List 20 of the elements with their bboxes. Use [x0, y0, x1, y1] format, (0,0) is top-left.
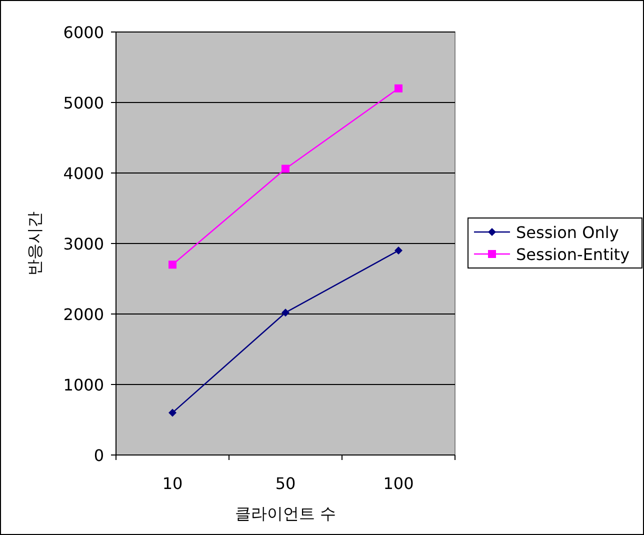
y-tick-label: 1000	[63, 376, 104, 394]
point	[394, 246, 402, 255]
y-tick-label: 3000	[63, 234, 104, 254]
point	[168, 408, 176, 417]
y-tick-label: 6000	[63, 23, 104, 42]
x-tick-label: 10	[162, 474, 183, 493]
x-axis-title: 클라이언트 수	[234, 504, 336, 523]
y-tick-label: 5000	[63, 94, 104, 112]
point	[168, 260, 176, 269]
y-axis-title: 반응시간	[25, 212, 44, 276]
legend-label: Session Only	[516, 223, 619, 242]
point	[282, 308, 290, 317]
y-tick-label: 2000	[63, 305, 104, 324]
point	[282, 164, 290, 173]
x-tick-label: 50	[275, 474, 296, 493]
point	[394, 84, 402, 92]
y-tick-label: 4000	[63, 164, 104, 183]
y-tick-label: 0	[94, 446, 104, 465]
legend-label: Session-Entity	[516, 245, 630, 264]
x-tick-label: 100	[383, 474, 414, 493]
